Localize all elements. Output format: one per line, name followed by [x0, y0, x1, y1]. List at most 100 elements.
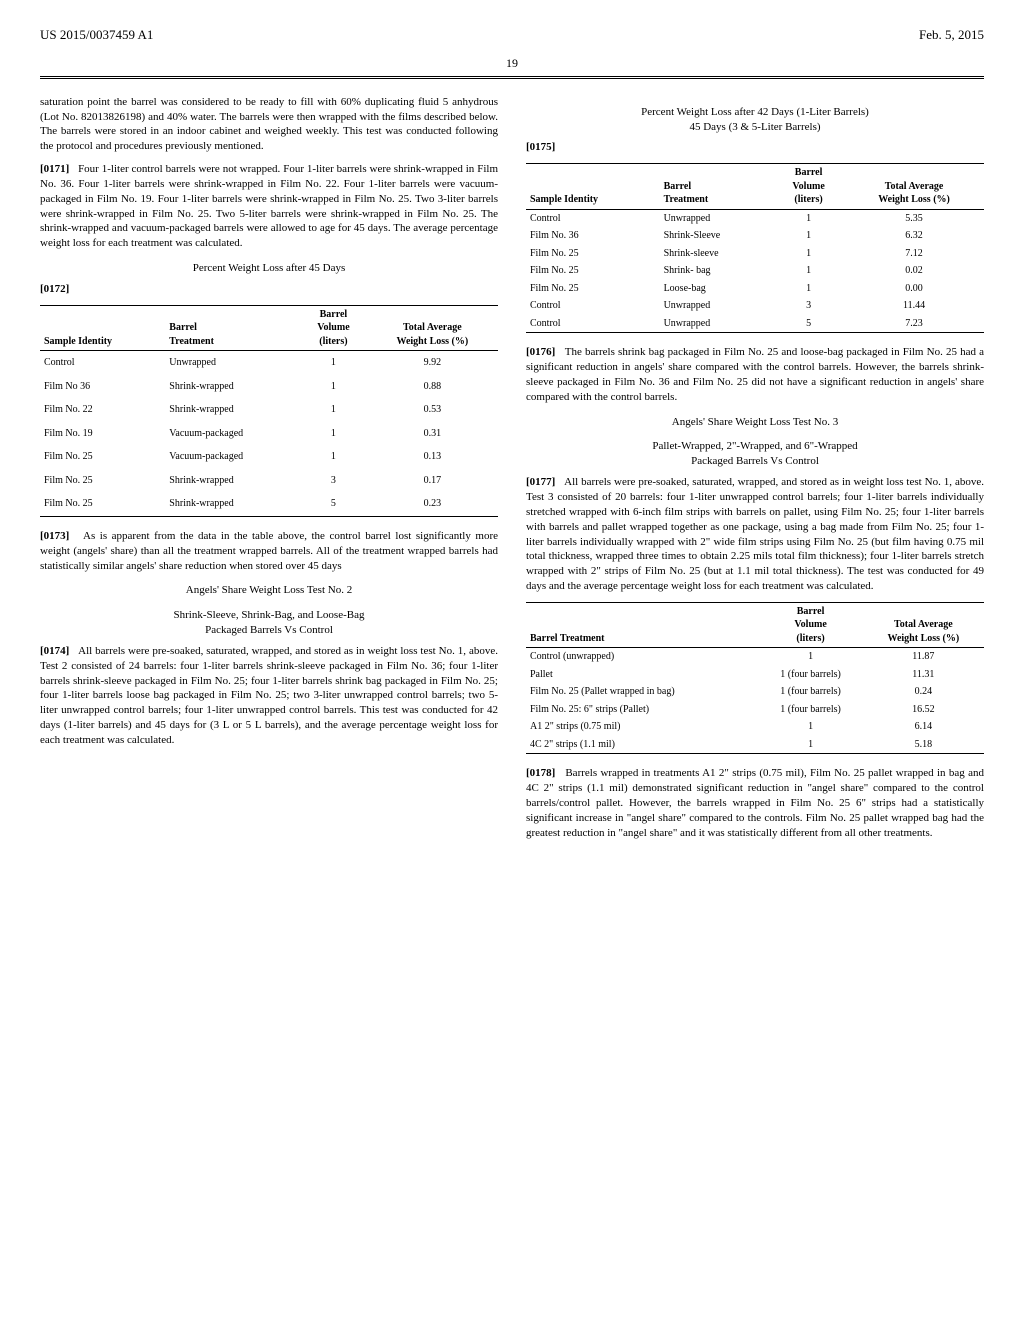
table2-body: ControlUnwrapped15.35Film No. 36Shrink-S… — [526, 209, 984, 333]
table-cell: 3 — [773, 297, 844, 315]
table-row: Film No. 25 (Pallet wrapped in bag)1 (fo… — [526, 683, 984, 701]
table-cell: Vacuum-packaged — [165, 445, 300, 469]
table-cell: 5.18 — [863, 736, 984, 754]
test2-subheading: Shrink-Sleeve, Shrink-Bag, and Loose-Bag… — [40, 608, 498, 638]
body-columns: saturation point the barrel was consider… — [40, 95, 984, 849]
intro-continuation: saturation point the barrel was consider… — [40, 95, 498, 154]
table-cell: 5.35 — [844, 209, 984, 227]
para-0173-text: As is apparent from the data in the tabl… — [40, 530, 498, 572]
table-cell: Shrink-wrapped — [165, 469, 300, 493]
table-cell: Unwrapped — [660, 209, 774, 227]
table-percent-loss-45: Sample Identity BarrelTreatment BarrelVo… — [40, 305, 498, 517]
para-0173: [0173] As is apparent from the data in t… — [40, 529, 498, 574]
col-volume: BarrelVolume(liters) — [300, 305, 367, 351]
publication-date: Feb. 5, 2015 — [919, 26, 984, 44]
table-cell: 0.17 — [367, 469, 498, 493]
table-cell: 1 — [300, 351, 367, 375]
table-cell: 1 — [773, 280, 844, 298]
para-0173-num: [0173] — [40, 530, 69, 542]
para-0175-num: [0175] — [526, 141, 555, 153]
para-0171: [0171] Four 1-liter control barrels were… — [40, 162, 498, 251]
table-cell: 7.12 — [844, 245, 984, 263]
right-column: Percent Weight Loss after 42 Days (1-Lit… — [526, 95, 984, 849]
left-column: saturation point the barrel was consider… — [40, 95, 498, 849]
col-loss: Total AverageWeight Loss (%) — [367, 305, 498, 351]
table-row: Film No. 25Shrink-wrapped30.17 — [40, 469, 498, 493]
table-row: Sample Identity BarrelTreatment BarrelVo… — [526, 164, 984, 210]
table-cell: 1 — [773, 262, 844, 280]
table-cell: Shrink-wrapped — [165, 492, 300, 516]
table-cell: 9.92 — [367, 351, 498, 375]
para-0178: [0178] Barrels wrapped in treatments A1 … — [526, 766, 984, 840]
table-row: Barrel Treatment BarrelVolume(liters) To… — [526, 602, 984, 648]
para-0177-num: [0177] — [526, 476, 555, 488]
table-cell: A1 2" strips (0.75 mil) — [526, 718, 758, 736]
col-volume: BarrelVolume(liters) — [773, 164, 844, 210]
header-rule-1 — [40, 76, 984, 77]
table-row: Film No. 25Loose-bag10.00 — [526, 280, 984, 298]
table-cell: 16.52 — [863, 701, 984, 719]
table-cell: 1 — [758, 718, 862, 736]
table-cell: Loose-bag — [660, 280, 774, 298]
table-cell: 11.87 — [863, 648, 984, 666]
table-cell: Control — [526, 315, 660, 333]
table-cell: 1 (four barrels) — [758, 701, 862, 719]
col-treatment: BarrelTreatment — [165, 305, 300, 351]
table-cell: 0.02 — [844, 262, 984, 280]
table-cell: Film No. 25 (Pallet wrapped in bag) — [526, 683, 758, 701]
para-0178-text: Barrels wrapped in treatments A1 2" stri… — [526, 767, 984, 838]
para-0174-num: [0174] — [40, 645, 69, 657]
para-0175: [0175] — [526, 140, 984, 155]
table-cell: 1 — [773, 245, 844, 263]
table-cell: Film No. 25 — [40, 469, 165, 493]
table-cell: Shrink-wrapped — [165, 375, 300, 399]
table-cell: 0.00 — [844, 280, 984, 298]
table3-body: Control (unwrapped)111.87Pallet1 (four b… — [526, 648, 984, 754]
col-treatment: BarrelTreatment — [660, 164, 774, 210]
table-row: Film No. 25: 6" strips (Pallet)1 (four b… — [526, 701, 984, 719]
table-cell: 11.31 — [863, 666, 984, 684]
page-header: US 2015/0037459 A1 Feb. 5, 2015 — [40, 26, 984, 48]
table2-title: Percent Weight Loss after 42 Days (1-Lit… — [526, 105, 984, 135]
table-cell: 1 — [300, 398, 367, 422]
table-cell: Shrink-Sleeve — [660, 227, 774, 245]
table-cell: Control — [40, 351, 165, 375]
para-0171-text: Four 1-liter control barrels were not wr… — [40, 163, 498, 249]
table-percent-loss-42-45: Sample Identity BarrelTreatment BarrelVo… — [526, 163, 984, 333]
table-cell: 6.14 — [863, 718, 984, 736]
table-cell: 1 (four barrels) — [758, 683, 862, 701]
table-cell: Film No. 36 — [526, 227, 660, 245]
para-0176-num: [0176] — [526, 346, 555, 358]
col-loss: Total AverageWeight Loss (%) — [863, 602, 984, 648]
test2-heading: Angels' Share Weight Loss Test No. 2 — [40, 583, 498, 598]
table-cell: Film No. 25 — [40, 445, 165, 469]
col-sample: Sample Identity — [526, 164, 660, 210]
table-row: Film No. 22Shrink-wrapped10.53 — [40, 398, 498, 422]
table-cell: 5 — [300, 492, 367, 516]
table-cell: Pallet — [526, 666, 758, 684]
table-cell: 3 — [300, 469, 367, 493]
table-cell: 4C 2" strips (1.1 mil) — [526, 736, 758, 754]
para-0176: [0176] The barrels shrink bag packaged i… — [526, 345, 984, 404]
table-cell: Unwrapped — [660, 315, 774, 333]
table-cell: 11.44 — [844, 297, 984, 315]
table-cell: Control (unwrapped) — [526, 648, 758, 666]
table-cell: Film No. 22 — [40, 398, 165, 422]
para-0174-text: All barrels were pre-soaked, saturated, … — [40, 645, 498, 746]
table-cell: 0.23 — [367, 492, 498, 516]
table-cell: 1 — [300, 445, 367, 469]
table-row: Pallet1 (four barrels)11.31 — [526, 666, 984, 684]
table-barrel-treatment: Barrel Treatment BarrelVolume(liters) To… — [526, 602, 984, 755]
table-row: ControlUnwrapped311.44 — [526, 297, 984, 315]
table-cell: 1 — [300, 375, 367, 399]
table-cell: 1 (four barrels) — [758, 666, 862, 684]
table-row: ControlUnwrapped19.92 — [40, 351, 498, 375]
table-cell: 0.31 — [367, 422, 498, 446]
table-cell: 6.32 — [844, 227, 984, 245]
table-cell: Unwrapped — [660, 297, 774, 315]
test3-heading: Angels' Share Weight Loss Test No. 3 — [526, 415, 984, 430]
table-cell: Shrink-sleeve — [660, 245, 774, 263]
table-row: Film No. 19Vacuum-packaged10.31 — [40, 422, 498, 446]
table-row: Film No 36Shrink-wrapped10.88 — [40, 375, 498, 399]
table-row: Film No. 25Vacuum-packaged10.13 — [40, 445, 498, 469]
